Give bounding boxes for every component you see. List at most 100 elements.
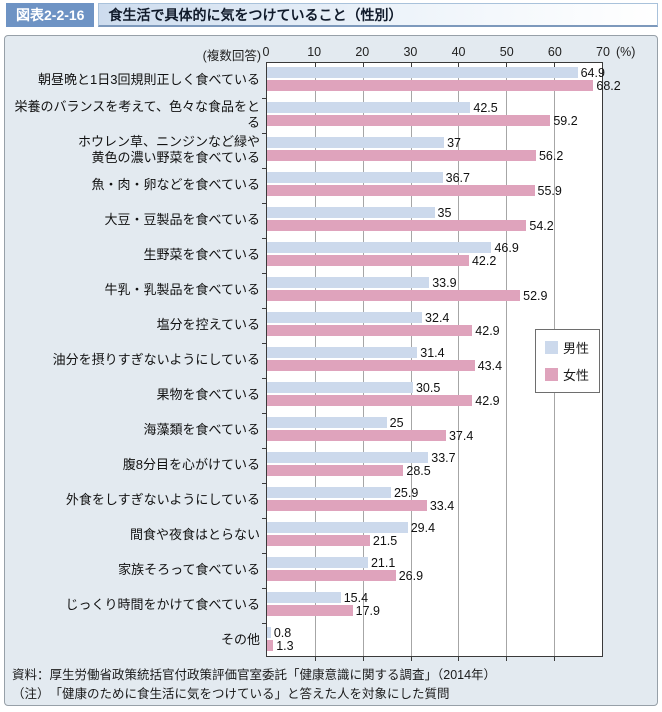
female-bar: 59.2 bbox=[267, 114, 578, 128]
category-label: 外食をしすぎないようにしている bbox=[65, 491, 260, 507]
category-tick-mark bbox=[262, 483, 266, 484]
female-bar: 21.5 bbox=[267, 534, 397, 548]
legend-entry-female: 女性 bbox=[545, 365, 589, 384]
female-bar: 42.2 bbox=[267, 254, 496, 268]
female-bar: 17.9 bbox=[267, 604, 380, 618]
male-bar: 25 bbox=[267, 416, 404, 430]
female-bar: 56.2 bbox=[267, 149, 563, 163]
male-bar: 32.4 bbox=[267, 311, 449, 325]
axis-tick-mark bbox=[314, 63, 316, 68]
category-label: 油分を摂りすぎないようにしている bbox=[52, 351, 260, 367]
bar-value-label: 42.9 bbox=[475, 323, 500, 338]
female-color-swatch bbox=[545, 368, 558, 381]
category-tick-mark bbox=[262, 553, 266, 554]
category-label: 果物を食べている bbox=[156, 386, 260, 402]
bar-value-label: 17.9 bbox=[355, 603, 380, 618]
axis-tick-mark bbox=[458, 657, 460, 661]
bar-value-label: 25.9 bbox=[393, 485, 419, 500]
legend-label-male: 男性 bbox=[563, 341, 590, 356]
category-tick-mark bbox=[262, 343, 266, 344]
bar-value-label: 37.4 bbox=[448, 428, 474, 443]
bar-row: 35 54.2 bbox=[267, 203, 602, 238]
bar-value-label: 33.4 bbox=[429, 498, 455, 513]
category-tick-mark bbox=[262, 273, 266, 274]
axis-tick-mark bbox=[554, 63, 556, 68]
category-label: 塩分を控えている bbox=[156, 316, 260, 332]
bar-value-label: 36.7 bbox=[445, 170, 470, 185]
category-tick-mark bbox=[262, 133, 266, 134]
axis-tick-mark bbox=[362, 63, 364, 68]
bar-row: 25 37.4 bbox=[267, 413, 602, 448]
category-label: 家族そろって食べている bbox=[118, 561, 260, 577]
bar-row: 29.4 21.5 bbox=[267, 518, 602, 553]
percent-unit-label: (%) bbox=[616, 45, 636, 59]
bar-value-label: 64.9 bbox=[580, 65, 605, 80]
category-labels-column: 朝昼晩と1日3回規則正しく食べている 栄養のバランスを考えて、色々な食品をとる ホウ… bbox=[5, 62, 266, 657]
male-bar: 30.5 bbox=[267, 381, 440, 395]
source-note: 資料：厚生労働省政策統括官付政策評価官室委託「健康意識に関する調査」（2014年… bbox=[12, 668, 497, 682]
footnotes: 資料：厚生労働省政策統括官付政策評価官室委託「健康意識に関する調査」（2014年… bbox=[12, 666, 649, 705]
category-tick-mark bbox=[262, 588, 266, 589]
male-bar: 46.9 bbox=[267, 241, 519, 255]
bar-value-label: 35 bbox=[437, 205, 452, 220]
bar-value-label: 31.4 bbox=[420, 345, 445, 360]
bar-value-label: 26.9 bbox=[398, 568, 424, 583]
female-bar: 42.9 bbox=[267, 324, 500, 338]
axis-tick-mark bbox=[458, 63, 460, 68]
female-bar: 55.9 bbox=[267, 184, 562, 198]
bar-value-label: 28.5 bbox=[406, 463, 431, 478]
bar-value-label: 33.7 bbox=[431, 450, 456, 465]
x-tick-label: 50 bbox=[499, 45, 514, 59]
female-bar: 68.2 bbox=[267, 79, 621, 93]
bar-value-label: 1.3 bbox=[276, 638, 294, 653]
female-bar: 52.9 bbox=[267, 289, 548, 303]
category-label: 牛乳・乳製品を食べている bbox=[104, 281, 260, 297]
bar-row: 30.5 42.9 bbox=[267, 378, 602, 413]
bar-value-label: 42.9 bbox=[475, 393, 500, 408]
legend-label-female: 女性 bbox=[563, 368, 590, 383]
female-bar: 26.9 bbox=[267, 569, 423, 583]
multiple-answers-note: (複数回答) bbox=[202, 49, 261, 63]
bar-value-label: 52.9 bbox=[523, 288, 548, 303]
grid-line bbox=[314, 63, 316, 656]
category-tick-mark bbox=[262, 238, 266, 239]
axis-tick-mark bbox=[410, 657, 412, 661]
axis-tick-mark bbox=[362, 657, 364, 661]
bar-value-label: 21.5 bbox=[372, 533, 398, 548]
bar-value-label: 68.2 bbox=[596, 78, 621, 93]
bar-row: 46.9 42.2 bbox=[267, 238, 602, 273]
male-bar: 42.5 bbox=[267, 101, 498, 115]
male-bar: 0.8 bbox=[267, 626, 291, 640]
male-bar: 33.7 bbox=[267, 451, 456, 465]
bar-row: 33.7 28.5 bbox=[267, 448, 602, 483]
category-label: 海藻類を食べている bbox=[143, 421, 260, 437]
bar-value-label: 54.2 bbox=[529, 218, 554, 233]
axis-tick-mark bbox=[506, 63, 508, 68]
bar-row: 25.9 33.4 bbox=[267, 483, 602, 518]
bar-row: 15.4 17.9 bbox=[267, 588, 602, 623]
female-bar: 1.3 bbox=[267, 639, 294, 653]
male-bar: 33.9 bbox=[267, 276, 457, 290]
bar-row: 37 56.2 bbox=[267, 133, 602, 168]
female-bar: 54.2 bbox=[267, 219, 554, 233]
male-bar: 25.9 bbox=[267, 486, 418, 500]
male-bar: 64.9 bbox=[267, 66, 605, 80]
bar-row: 33.9 52.9 bbox=[267, 273, 602, 308]
bar-value-label: 30.5 bbox=[415, 380, 441, 395]
bar-value-label: 33.9 bbox=[432, 275, 457, 290]
bar-value-label: 42.2 bbox=[471, 253, 497, 268]
bar-value-label: 42.5 bbox=[473, 100, 498, 115]
x-tick-label: 70 bbox=[596, 45, 610, 59]
bar-value-label: 15.4 bbox=[343, 590, 369, 605]
category-label: 魚・肉・卵などを食べている bbox=[91, 176, 260, 192]
category-tick-mark bbox=[262, 448, 266, 449]
axis-tick-mark bbox=[554, 657, 556, 661]
category-label: 大豆・豆製品を食べている bbox=[104, 211, 260, 227]
category-label: ホウレン草、ニンジンなど緑や 黄色の濃い野菜を食べている bbox=[77, 133, 260, 165]
grid-line bbox=[362, 63, 364, 656]
bar-value-label: 46.9 bbox=[494, 240, 519, 255]
x-tick-label: 40 bbox=[451, 45, 466, 59]
male-bar: 31.4 bbox=[267, 346, 445, 360]
bar-value-label: 37 bbox=[447, 135, 461, 150]
category-tick-mark bbox=[262, 203, 266, 204]
